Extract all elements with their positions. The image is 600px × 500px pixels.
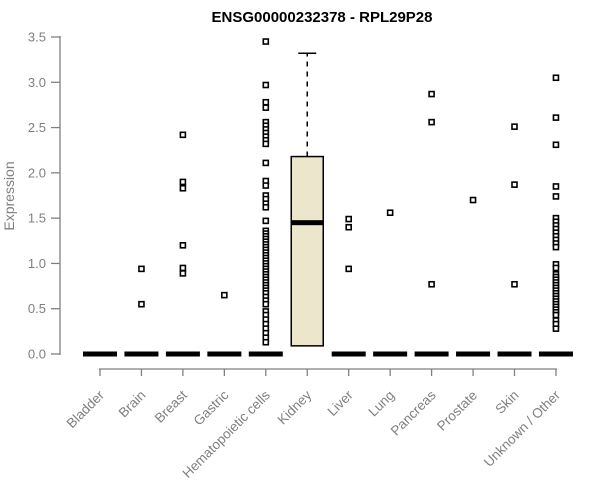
- y-tick-label: 2.5: [28, 120, 46, 135]
- zero-median-bar: [83, 351, 117, 357]
- x-category-label: Breast: [152, 387, 190, 425]
- outlier-point: [262, 217, 270, 225]
- outlier-point: [552, 114, 560, 121]
- x-category-label: Pancreas: [388, 387, 439, 438]
- outlier-point: [262, 38, 270, 45]
- zero-median-bar: [414, 351, 449, 357]
- outlier-point: [262, 203, 270, 211]
- outlier-point: [179, 131, 187, 139]
- plot-layer: 0.0 0.5 1.0 1.5 2.0 2.5 3.0 3.5 Bladder Brain Brea…: [28, 30, 573, 481]
- zero-median-bar: [538, 351, 573, 357]
- outlier-point: [552, 311, 560, 319]
- x-category-label: Liver: [325, 387, 357, 419]
- outlier-point: [552, 183, 560, 190]
- y-tick-label: 0.5: [28, 301, 46, 316]
- x-category-label: Lung: [365, 388, 397, 420]
- y-axis-label: Expression: [1, 161, 17, 230]
- outlier-point: [511, 280, 518, 288]
- x-category-label: Gastric: [191, 387, 232, 428]
- outlier-point: [262, 182, 270, 189]
- x-category-label: Unknown / Other: [481, 387, 564, 470]
- outlier-point: [552, 141, 560, 149]
- zero-median-bar: [165, 351, 200, 357]
- outlier-point: [345, 265, 353, 273]
- outlier-point: [428, 90, 435, 98]
- outlier-point: [552, 193, 560, 200]
- zero-median-bar: [373, 351, 408, 357]
- y-tick-label: 1.5: [28, 211, 46, 226]
- zero-median-bar: [248, 351, 283, 357]
- outlier-point: [262, 81, 270, 89]
- outlier-point: [552, 74, 560, 82]
- y-tick-label: 1.0: [28, 256, 46, 271]
- outlier-point: [221, 291, 228, 299]
- outlier-point: [262, 98, 270, 106]
- outlier-point: [262, 338, 270, 346]
- zero-median-bar: [207, 351, 242, 357]
- outlier-point: [179, 270, 187, 277]
- x-category-label: Kidney: [275, 387, 315, 427]
- outlier-point: [386, 209, 394, 217]
- outlier-point: [552, 325, 560, 332]
- outlier-point: [262, 140, 270, 148]
- outlier-point: [262, 104, 270, 111]
- outlier-point: [138, 265, 145, 273]
- zero-median-bar: [456, 351, 491, 357]
- zero-median-bar: [331, 351, 366, 357]
- outlier-point: [469, 196, 477, 204]
- x-category-label: Bladder: [64, 387, 108, 431]
- y-tick-label: 3.0: [28, 75, 46, 90]
- outlier-point: [345, 215, 353, 223]
- outlier-point: [179, 264, 187, 272]
- outlier-point: [138, 300, 145, 308]
- zero-median-bar: [124, 351, 159, 357]
- outlier-point: [262, 300, 270, 308]
- x-category-label: Brain: [116, 388, 149, 421]
- y-tick-label: 2.0: [28, 165, 46, 180]
- x-category-label: Skin: [492, 388, 521, 417]
- chart-title: ENSG00000232378 - RPL29P28: [212, 9, 433, 26]
- outlier-point: [179, 178, 187, 186]
- outlier-point: [511, 123, 518, 130]
- y-tick-label: 3.5: [28, 30, 46, 45]
- median-line: [291, 220, 324, 226]
- outlier-point: [428, 280, 435, 288]
- zero-median-bar: [497, 351, 532, 357]
- outlier-point: [552, 243, 560, 251]
- x-category-label: Prostate: [434, 388, 480, 434]
- outlier-point: [179, 242, 187, 249]
- outlier-point: [428, 118, 435, 126]
- outlier-point: [511, 181, 518, 188]
- box-rect: [290, 155, 324, 347]
- outlier-point: [345, 223, 353, 231]
- outlier-point: [262, 159, 270, 167]
- outlier-point: [552, 264, 560, 272]
- outlier-point: [179, 184, 187, 192]
- y-tick-label: 0.0: [28, 347, 46, 362]
